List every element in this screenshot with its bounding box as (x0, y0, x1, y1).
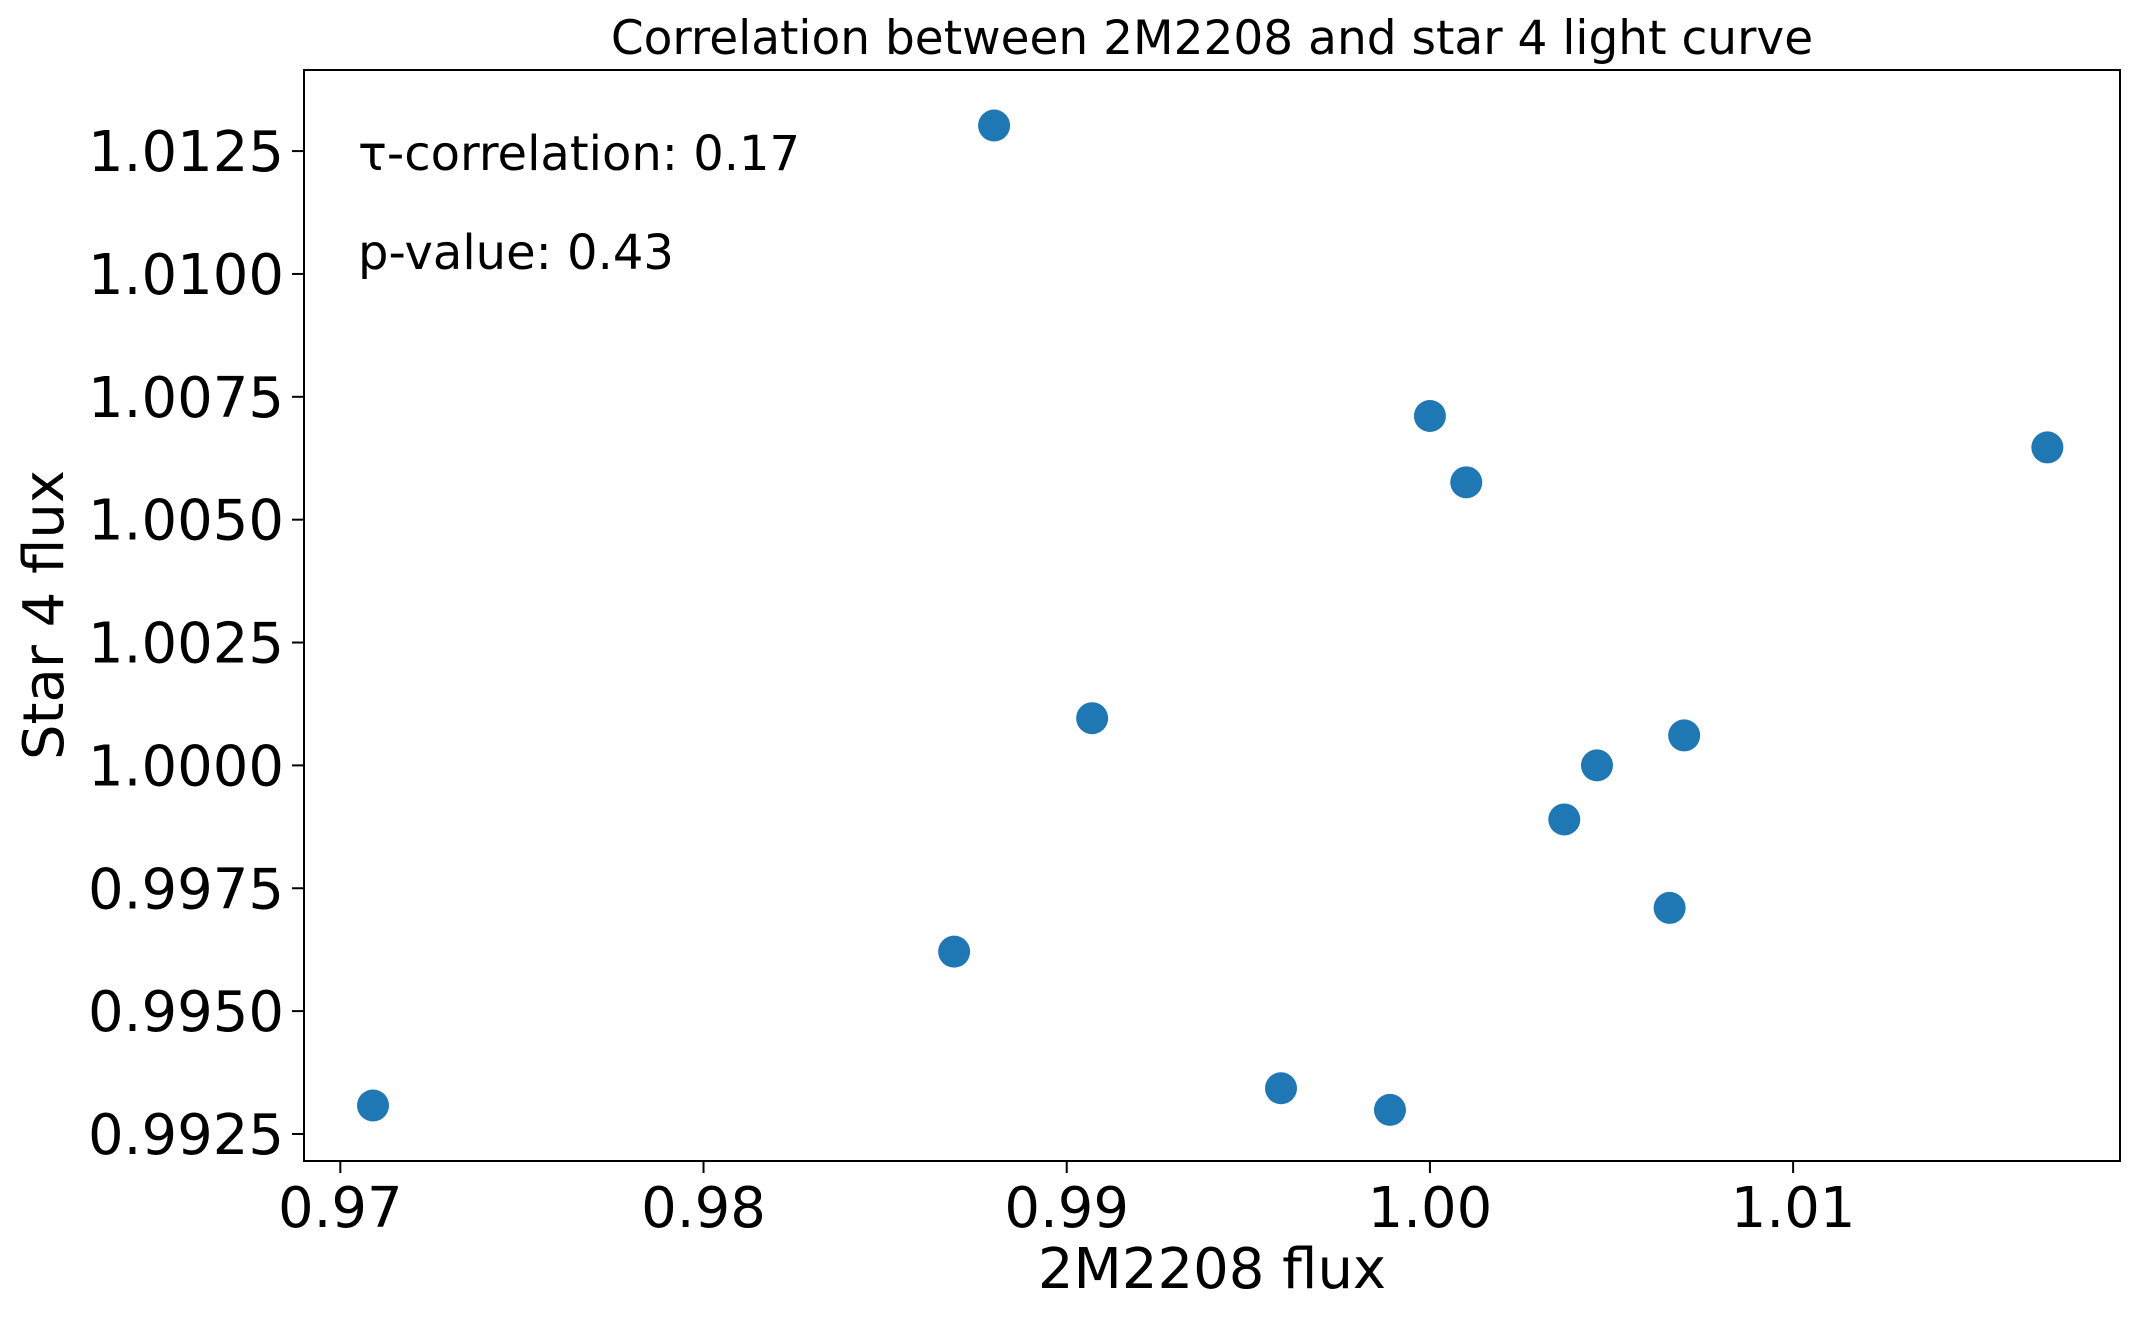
data-point (1580, 749, 1613, 782)
y-axis-label: Star 4 flux (12, 470, 77, 760)
x-tick-label: 0.99 (1004, 1176, 1129, 1241)
data-point (1450, 466, 1483, 499)
x-tick-label: 1.00 (1368, 1176, 1493, 1241)
y-tick-label: 1.0050 (88, 489, 284, 554)
axes-frame (303, 69, 2121, 1162)
y-tick-label: 1.0100 (88, 243, 284, 308)
data-point (1653, 891, 1686, 924)
y-tick-label: 1.0025 (88, 612, 284, 677)
x-axis: 0.97 0.98 0.99 1.00 1.01 (278, 1161, 1855, 1241)
plot-area (357, 109, 2064, 1126)
data-point (1265, 1072, 1298, 1105)
data-point (1413, 399, 1446, 432)
x-axis-label: 2M2208 flux (1038, 1237, 1386, 1302)
y-tick-label: 1.0125 (88, 120, 284, 185)
chart-title: Correlation between 2M2208 and star 4 li… (611, 11, 1813, 66)
x-tick-label: 0.98 (641, 1176, 766, 1241)
data-point (1076, 702, 1109, 735)
data-point (1548, 803, 1581, 836)
data-point (938, 935, 971, 968)
y-tick-label: 0.9950 (88, 980, 284, 1045)
data-point (1668, 719, 1701, 752)
y-tick-label: 0.9925 (88, 1103, 284, 1168)
y-tick-label: 1.0000 (88, 734, 284, 799)
tau-correlation-annotation: τ-correlation: 0.17 (358, 126, 800, 182)
x-tick-label: 1.01 (1731, 1176, 1856, 1241)
data-point (1373, 1093, 1406, 1126)
y-tick-label: 0.9975 (88, 857, 284, 922)
data-point (357, 1089, 390, 1122)
data-point (978, 109, 1011, 142)
y-tick-label: 1.0075 (88, 366, 284, 431)
x-tick-label: 0.97 (278, 1176, 403, 1241)
p-value-annotation: p-value: 0.43 (358, 225, 674, 281)
data-point (2031, 431, 2064, 464)
y-axis: 0.9925 0.9950 0.9975 1.0000 1.0025 1.0050 1.00… (88, 120, 304, 1168)
